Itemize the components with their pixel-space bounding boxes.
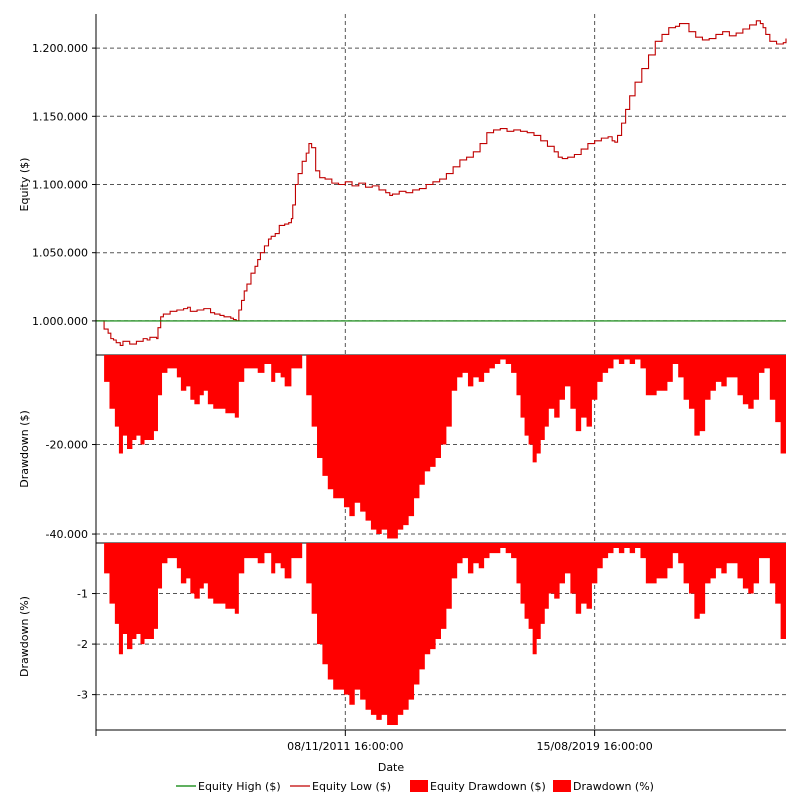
equity-ytick-label-1: 1.050.000 [32, 247, 88, 260]
legend-label-3: Drawdown (%) [573, 780, 654, 793]
drawdown_pct-y-axis-label: Drawdown (%) [18, 596, 31, 677]
drawdown_pct-ytick-label-1: -2 [77, 638, 88, 651]
drawdown_pct-ytick-label-0: -1 [77, 588, 88, 601]
drawdown_usd-series-0-area [96, 355, 786, 539]
equity-series-0-line [96, 20, 787, 347]
x-axis-label: Date [378, 761, 405, 774]
equity-ytick-label-3: 1.150.000 [32, 110, 88, 123]
drawdown_pct-ytick-label-2: -3 [77, 689, 88, 702]
drawdown_usd-ytick-label-0: -20.000 [46, 439, 88, 452]
x-tick-label-0: 08/11/2011 16:00:00 [287, 740, 403, 753]
drawdown_usd-y-axis-label: Drawdown ($) [18, 410, 31, 488]
equity-ytick-label-4: 1.200.000 [32, 42, 88, 55]
legend-label-2: Equity Drawdown ($) [430, 780, 546, 793]
legend-label-0: Equity High ($) [198, 780, 281, 793]
equity-ytick-label-0: 1.000.000 [32, 315, 88, 328]
x-tick-label-1: 15/08/2019 16:00:00 [536, 740, 652, 753]
legend-swatch-2 [410, 780, 428, 792]
legend-label-1: Equity Low ($) [312, 780, 391, 793]
drawdown_usd-ytick-label-1: -40.000 [46, 528, 88, 541]
equity-y-axis-label: Equity ($) [18, 158, 31, 212]
drawdown_pct-series-0-area [96, 543, 786, 725]
legend-swatch-3 [553, 780, 571, 792]
equity-ytick-label-2: 1.100.000 [32, 179, 88, 192]
